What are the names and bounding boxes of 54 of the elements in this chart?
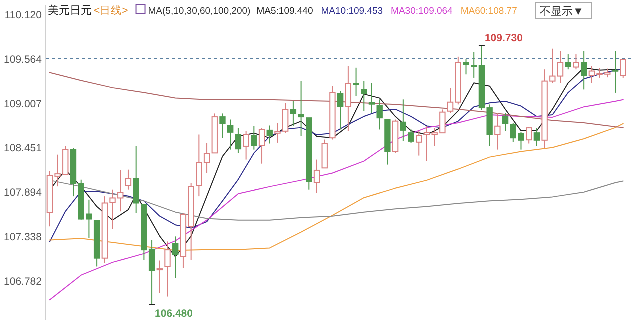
line-series — [49, 72, 624, 128]
candlestick — [361, 80, 368, 112]
annotation: 106.480 — [155, 308, 194, 320]
chart-subtitle: <日线> — [94, 4, 128, 17]
y-tick-label: 109.564 — [4, 54, 42, 66]
text: MA30:109.064 — [391, 6, 453, 17]
candlestick — [220, 113, 226, 139]
legend-title: MA(5,10,30,60,100,200) — [148, 6, 251, 17]
candlestick — [125, 169, 132, 190]
candlestick — [463, 59, 470, 76]
y-tick-label: 106.782 — [4, 276, 42, 288]
candlestick — [172, 236, 179, 279]
candlestick — [228, 119, 234, 150]
candlestick — [400, 99, 407, 142]
candlestick — [408, 129, 414, 144]
candlestick — [345, 66, 352, 132]
candlestick — [416, 130, 422, 156]
candlestick — [251, 126, 258, 150]
candlestick — [494, 112, 501, 150]
candlestick — [290, 100, 297, 127]
candlestick — [526, 126, 532, 144]
candlestick — [573, 54, 580, 70]
line-series — [49, 99, 624, 301]
y-tick-label: 110.120 — [4, 10, 42, 22]
candlestick — [368, 82, 376, 114]
candlestick — [258, 128, 266, 164]
annotation: 不显示▼ — [540, 6, 584, 18]
y-tick-label: 109.007 — [4, 98, 42, 110]
y-tick-label: 107.894 — [4, 187, 42, 200]
chart-title: 美元日元 — [48, 4, 92, 17]
candlestick — [471, 52, 478, 78]
candlestick — [447, 88, 454, 114]
candlestick — [266, 125, 273, 144]
y-tick-label: 108.451 — [4, 142, 42, 155]
candlestick — [337, 90, 344, 130]
candlestick — [164, 241, 171, 298]
text: MA60:108.77 — [460, 6, 518, 17]
annotation: 109.730 — [484, 32, 524, 45]
candlestick — [314, 159, 320, 194]
candlestick — [376, 99, 383, 130]
candlestick — [156, 260, 163, 294]
candlestick — [353, 67, 360, 97]
candlestick — [235, 128, 242, 154]
candlestick — [565, 54, 572, 70]
text: MA10:109.453 — [321, 6, 384, 17]
candlestick — [502, 112, 509, 132]
candlestick — [612, 50, 619, 94]
text: MA5:109.440 — [256, 6, 314, 17]
candlestick — [534, 128, 540, 147]
candlestick — [620, 58, 626, 78]
candlestick — [580, 50, 588, 90]
candlestick — [243, 130, 250, 160]
y-tick-label: 107.338 — [4, 231, 42, 244]
candlestick — [298, 80, 304, 137]
